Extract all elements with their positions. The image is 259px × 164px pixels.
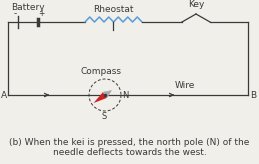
Text: -: - [13, 10, 17, 19]
Text: Wire: Wire [175, 81, 195, 90]
Text: B: B [250, 92, 256, 101]
Text: +: + [38, 10, 44, 19]
Polygon shape [103, 90, 112, 98]
Text: S: S [101, 112, 107, 121]
Text: A: A [1, 92, 7, 101]
Text: Battery: Battery [11, 3, 45, 12]
Text: Key: Key [188, 0, 204, 9]
Polygon shape [93, 92, 107, 103]
Text: Compass: Compass [81, 67, 121, 76]
Text: N: N [122, 91, 128, 100]
Text: (b) When the kei is pressed, the north pole (N) of the
needle deflects towards t: (b) When the kei is pressed, the north p… [9, 138, 250, 157]
Text: Rheostat: Rheostat [93, 6, 134, 14]
